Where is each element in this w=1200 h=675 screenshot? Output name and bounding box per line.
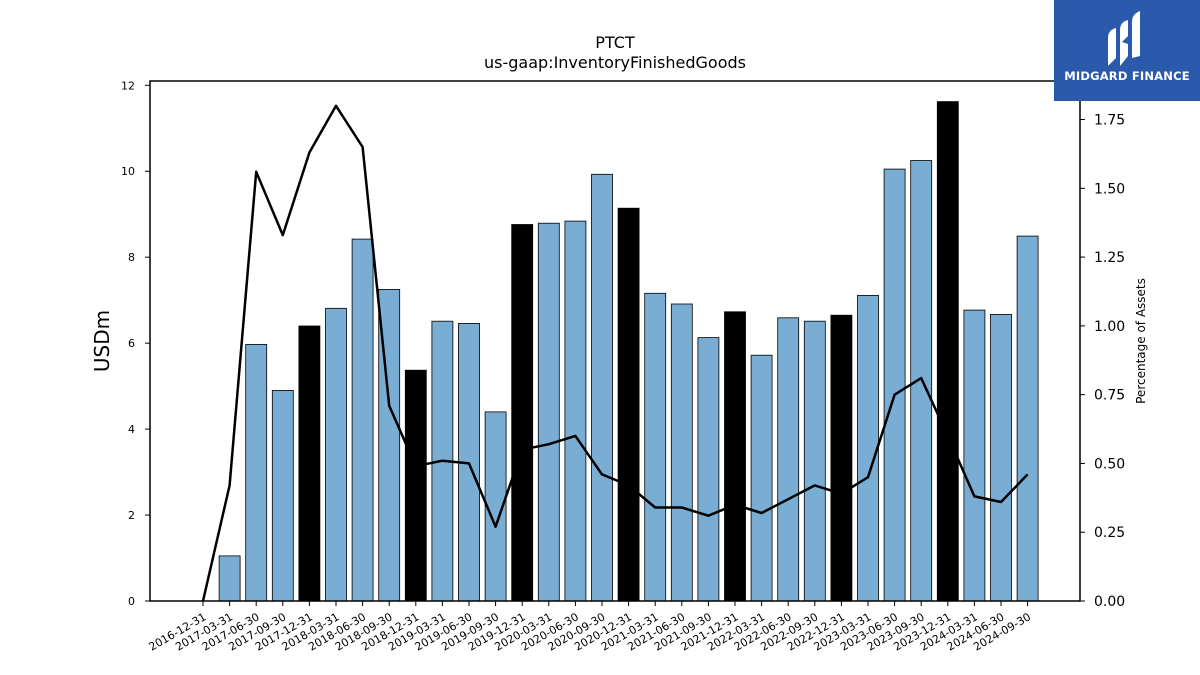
y2-tick-label: 1.75 (1094, 113, 1125, 129)
bar-2020-09-30 (591, 173, 613, 602)
y-axis-right: 0.00 0.25 0.50 0.75 1.00 1.25 1.50 1.75 (1080, 113, 1125, 610)
y-tick-label: 6 (128, 337, 135, 350)
bar-2022-09-30 (803, 320, 826, 602)
y-tick-label: 0 (128, 595, 135, 608)
y-axis-label: USDm (90, 310, 114, 372)
bar-series (218, 101, 1039, 602)
chart-title: PTCT (595, 33, 635, 52)
y2-tick-label: 0.00 (1094, 594, 1125, 610)
bar-2017-03-31 (218, 555, 241, 602)
x-axis: 2016-12-312017-03-312017-06-302017-09-30… (147, 601, 1033, 654)
bar-2017-09-30 (271, 389, 294, 602)
bar-2018-12-31 (404, 369, 427, 602)
line-series (201, 104, 1029, 602)
bar-2022-06-30 (777, 317, 800, 602)
bar-2024-06-30 (990, 313, 1012, 602)
bar-2022-12-31 (830, 314, 853, 602)
bar-2024-03-31 (963, 309, 986, 602)
y-tick-label: 4 (128, 423, 135, 436)
bar-2024-09-30 (1016, 235, 1039, 602)
y2-tick-label: 0.75 (1094, 388, 1125, 404)
bar-2019-12-31 (511, 224, 534, 602)
brand-logo: MIDGARD FINANCE (1054, 0, 1200, 101)
y2-tick-label: 1.25 (1094, 250, 1125, 266)
y2-tick-label: 0.25 (1094, 525, 1125, 541)
y-tick-label: 10 (121, 165, 135, 178)
bar-2022-03-31 (750, 354, 773, 602)
bar-2021-03-31 (644, 292, 667, 602)
midgard-logo-icon (1108, 11, 1140, 66)
y2-tick-label: 1.50 (1094, 181, 1125, 197)
y-tick-label: 8 (128, 251, 135, 264)
y2-tick-label: 0.50 (1094, 456, 1125, 472)
chart-subtitle: us-gaap:InventoryFinishedGoods (484, 53, 746, 72)
bar-2018-06-30 (351, 238, 374, 602)
bar-2021-06-30 (670, 303, 693, 602)
y2-tick-label: 1.00 (1094, 319, 1125, 335)
brand-name: MIDGARD FINANCE (1064, 69, 1190, 83)
bar-2023-03-31 (857, 294, 879, 602)
percentage-of-assets-line (201, 104, 1029, 602)
bar-2017-06-30 (245, 343, 268, 602)
bar-2017-12-31 (298, 325, 321, 602)
bar-2021-09-30 (697, 337, 720, 602)
y-tick-label: 2 (128, 509, 135, 522)
y-axis-left: 0 2 4 6 8 10 12 (121, 79, 150, 608)
bar-2020-03-31 (537, 222, 560, 602)
bar-2018-03-31 (325, 307, 347, 602)
bar-2020-12-31 (617, 207, 640, 602)
bar-2023-12-31 (936, 101, 959, 602)
y-tick-label: 12 (121, 79, 135, 92)
bar-2023-06-30 (883, 168, 906, 602)
bar-2021-12-31 (724, 311, 746, 602)
plot-frame (149, 80, 1081, 602)
y2-axis-label: Percentage of Assets (1134, 278, 1148, 404)
bar-2020-06-30 (564, 220, 587, 602)
